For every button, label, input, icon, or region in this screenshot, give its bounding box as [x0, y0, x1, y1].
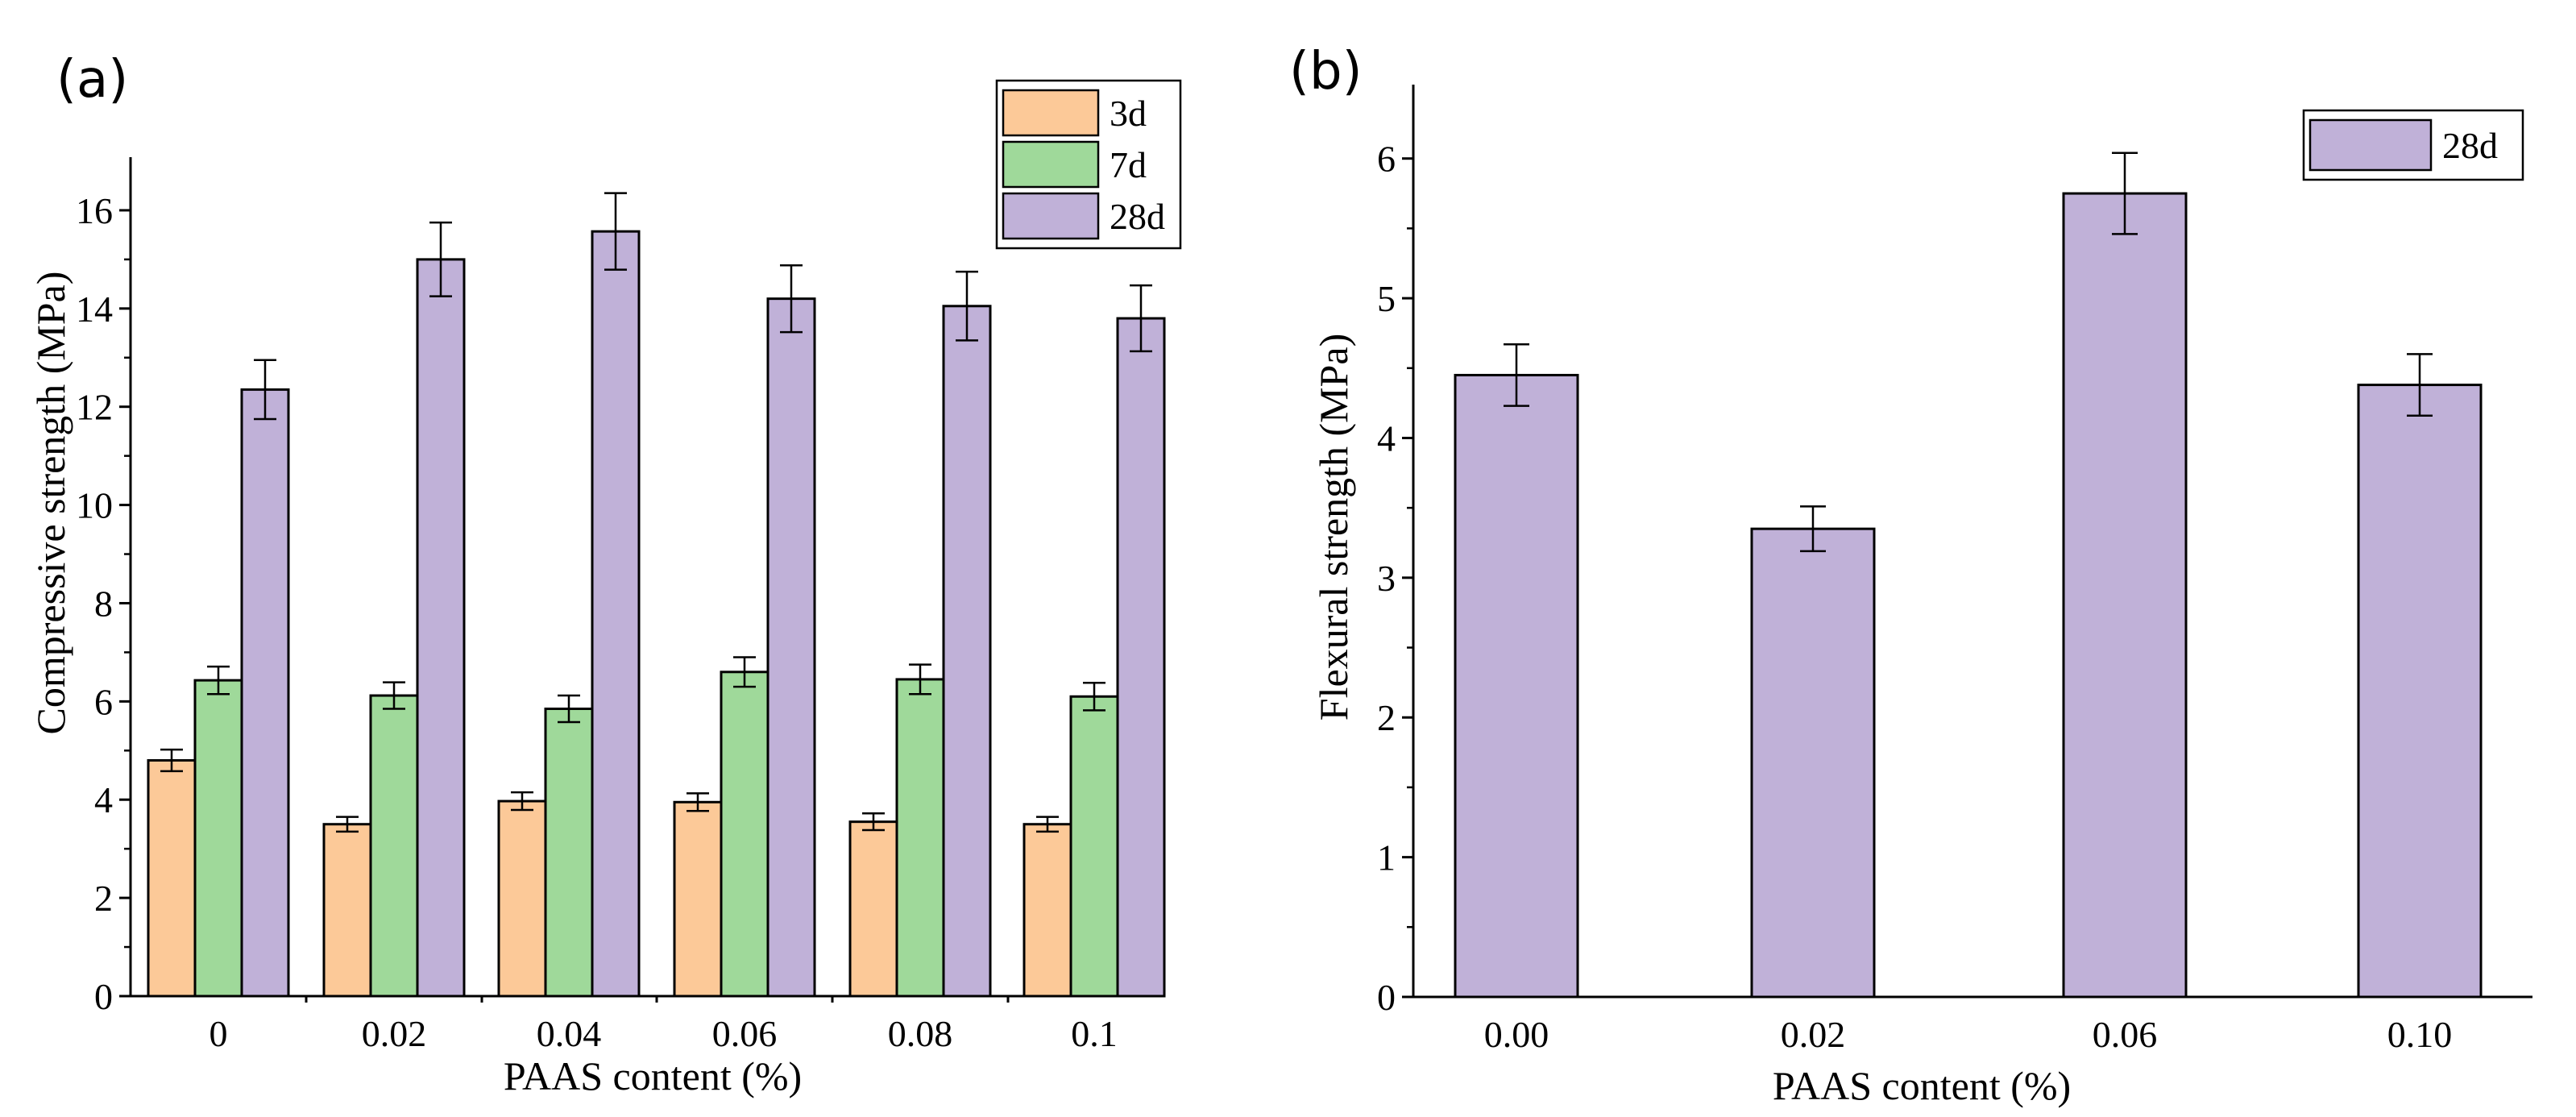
bar — [942, 305, 992, 998]
legend-label: 3d — [1110, 93, 1147, 134]
legend-swatch — [1002, 192, 1100, 240]
y-tick-label: 14 — [76, 289, 113, 330]
bar — [848, 820, 898, 998]
y-axis-title: Flexural strength (MPa) — [1311, 334, 1356, 720]
x-tick-label: 0.06 — [712, 1013, 778, 1054]
bar — [766, 297, 816, 998]
y-tick-label: 4 — [1377, 417, 1396, 459]
y-tick-label: 1 — [1377, 837, 1396, 878]
bar — [322, 823, 372, 998]
y-tick-label: 6 — [1377, 139, 1396, 180]
bar — [1454, 373, 1579, 999]
bar — [416, 258, 466, 998]
legend-label: 7d — [1110, 144, 1147, 185]
x-axis-title: PAAS content (%) — [1773, 1063, 2071, 1108]
bar — [1069, 695, 1119, 998]
y-tick-label: 16 — [76, 190, 113, 231]
y-tick-label: 6 — [94, 681, 113, 722]
y-tick-label: 2 — [1377, 697, 1396, 738]
y-tick-label: 12 — [76, 387, 113, 428]
bar — [193, 679, 243, 998]
bar — [2357, 384, 2483, 999]
bar — [369, 694, 419, 998]
y-tick-label: 4 — [94, 779, 113, 820]
y-tick-label: 5 — [1377, 278, 1396, 319]
x-tick-label: 0.02 — [1781, 1014, 1846, 1055]
x-tick-label: 0.1 — [1071, 1013, 1118, 1054]
y-tick-label: 8 — [94, 583, 113, 624]
panel-label-b: (b) — [1289, 42, 1363, 102]
bar — [147, 758, 197, 998]
x-tick-label: 0.00 — [1484, 1014, 1549, 1055]
compressive-strength-chart: (a) 0 2 4 6 8 10 12 14 16 0 0.02 0.04 0.06 0.08 0.1 Co… — [28, 50, 1182, 1098]
legend: 3d 7d 28d — [995, 79, 1182, 250]
y-tick-label: 0 — [1377, 977, 1396, 1018]
bar — [240, 388, 290, 998]
axes-group: 0 2 4 6 8 10 12 14 16 0 0.02 0.04 0.06 0.08 0.1 — [76, 157, 1160, 1054]
legend-swatch — [1002, 140, 1100, 189]
legend-swatch — [2308, 118, 2433, 172]
x-axis-title: PAAS content (%) — [504, 1053, 802, 1098]
legend-swatch — [1002, 89, 1100, 137]
y-tick-label: 10 — [76, 485, 113, 526]
x-tick-label: 0.08 — [888, 1013, 953, 1054]
x-tick-label: 0 — [209, 1013, 228, 1054]
x-tick-label: 0.02 — [362, 1013, 427, 1054]
legend: 28d — [2302, 109, 2524, 181]
axes-group: 0 1 2 3 4 5 6 0.00 0.02 0.06 0.10 — [1377, 85, 2532, 1055]
bars-group — [147, 192, 1166, 998]
bar — [895, 678, 945, 998]
x-tick-label: 0.04 — [537, 1013, 602, 1054]
bar — [1116, 317, 1166, 998]
x-tick-label: 0.06 — [2093, 1014, 2158, 1055]
y-axis-title: Compressive strength (MPa) — [28, 272, 73, 735]
bar — [2062, 192, 2188, 999]
bar — [497, 799, 547, 998]
bar — [673, 800, 723, 998]
bars-group — [1454, 152, 2483, 999]
x-tick-label: 0.10 — [2387, 1014, 2453, 1055]
y-tick-label: 2 — [94, 878, 113, 919]
legend-label: 28d — [1110, 196, 1165, 237]
bar — [544, 707, 594, 998]
y-tick-label: 0 — [94, 976, 113, 1017]
bar — [1023, 823, 1072, 998]
bar — [1750, 527, 1876, 999]
y-tick-label: 3 — [1377, 558, 1396, 599]
flexural-strength-chart: (b) 0 1 2 3 4 5 6 0.00 0.02 0.06 0.10 Flexural str… — [1289, 42, 2532, 1108]
panel-label-a: (a) — [56, 50, 128, 110]
bar — [591, 230, 641, 998]
legend-label: 28d — [2442, 125, 2498, 166]
bar — [720, 671, 769, 998]
